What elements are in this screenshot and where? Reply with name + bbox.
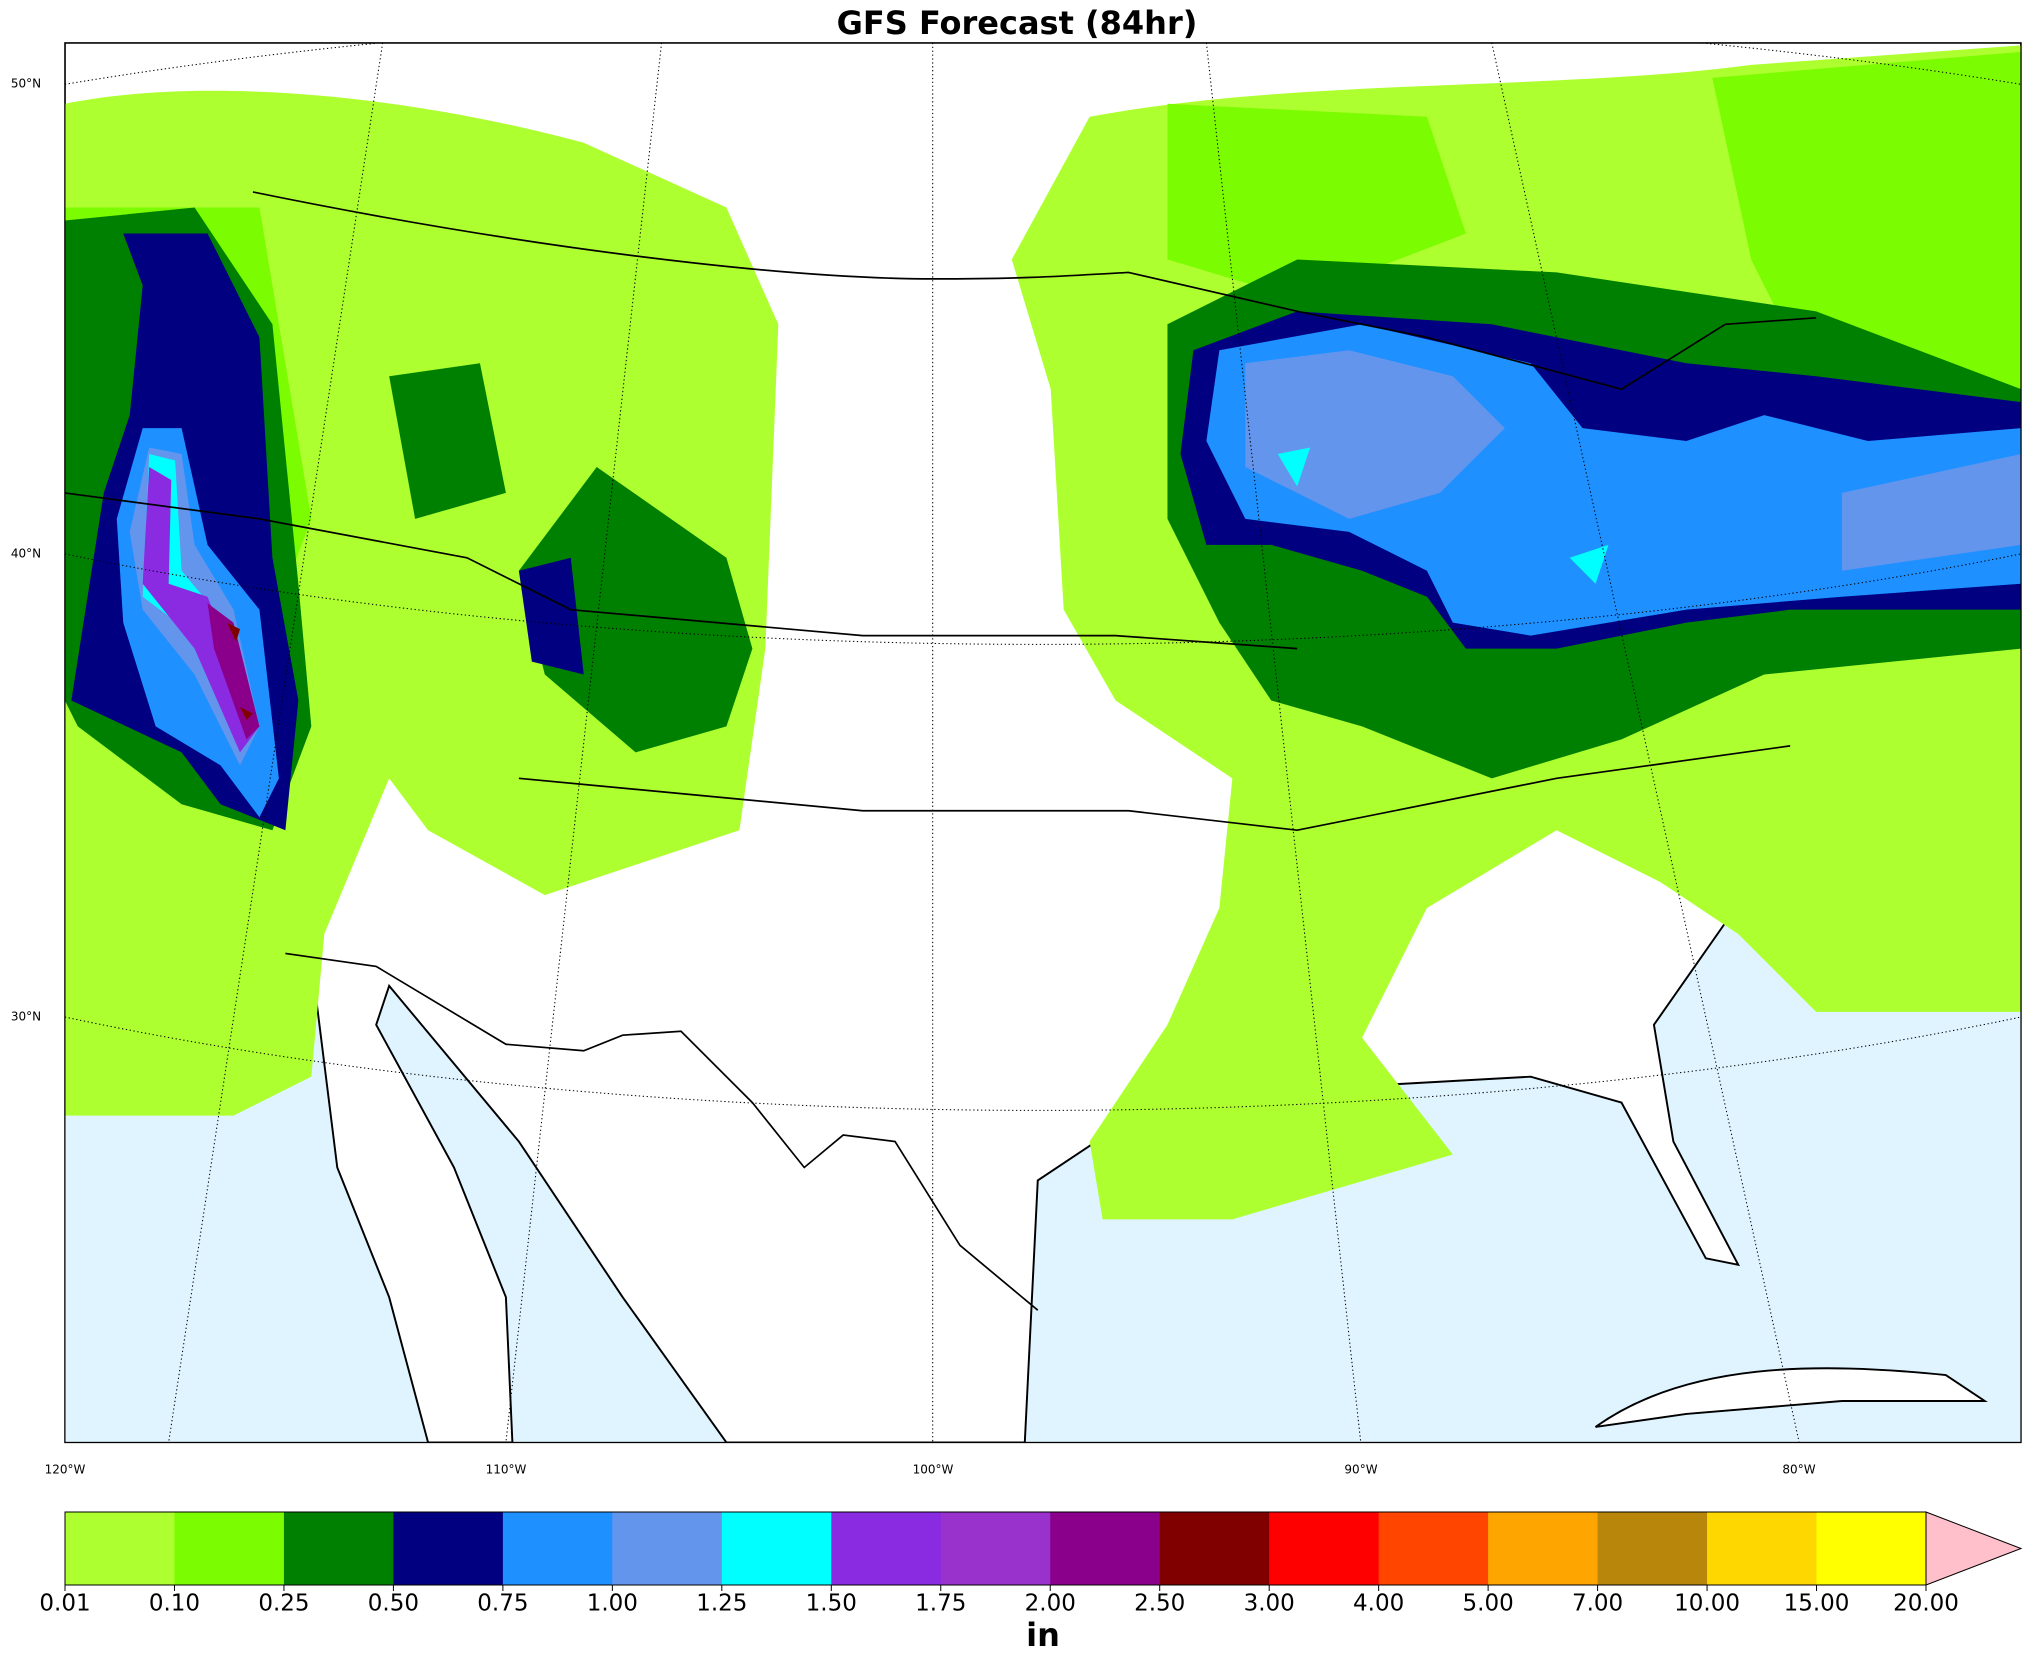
colorbar-segment [940,1512,1051,1585]
colorbar-frame [64,1511,1927,1586]
colorbar-tick-label: 1.75 [915,1591,966,1617]
colorbar-label: in [1026,1616,1060,1654]
precip-area [518,466,753,753]
colorbar-segment [1816,1512,1927,1585]
colorbar-segment [1378,1512,1489,1585]
colorbar-segment [174,1512,285,1585]
colorbar-tick-label: 3.00 [1244,1591,1295,1617]
colorbar-tick-label: 1.25 [696,1591,747,1617]
map [64,42,2022,1444]
colorbar-segment [1269,1512,1380,1585]
colorbar-tick-label: 10.00 [1674,1591,1740,1617]
precip-area [207,603,260,740]
colorbar-extend [1925,1511,2023,1586]
lon-label: 110°W [486,1463,527,1477]
colorbar-tick-label: 4.00 [1353,1591,1404,1617]
colorbar-segment [502,1512,613,1585]
colorbar-tick-label: 1.50 [806,1591,857,1617]
lon-label: 120°W [45,1463,86,1477]
colorbar-tick-label: 0.01 [39,1591,90,1617]
precip-area [389,363,506,519]
colorbar-segment [283,1512,394,1585]
colorbar-tick-label: 7.00 [1572,1591,1623,1617]
precip-area [1167,103,1466,299]
colorbar: 0.01 0.10 0.25 0.50 0.75 1.00 1.25 1.50 1.75 2.00… [39,1511,2023,1617]
colorbar-segment [1597,1512,1708,1585]
borders [64,191,1817,1311]
colorbar-tick-label: 2.00 [1025,1591,1076,1617]
colorbar-tick-label: 0.50 [368,1591,419,1617]
lon-label: 80°W [1782,1463,1815,1477]
lon-label: 100°W [913,1463,954,1477]
colorbar-tick-label: 20.00 [1893,1591,1959,1617]
precip-area [1277,447,1311,487]
colorbar-segment [1159,1512,1270,1585]
graticule [64,42,2022,1443]
precip-area [1569,544,1609,584]
colorbar-tick-label: 15.00 [1784,1591,1850,1617]
colorbar-segment [393,1512,504,1585]
precip-area [1712,51,2022,390]
colorbar-segment [831,1512,942,1585]
colorbar-tick-label: 0.75 [477,1591,528,1617]
colorbar-tick-label: 0.25 [258,1591,309,1617]
colorbar-segment [1488,1512,1599,1585]
precip-area [1245,350,1505,519]
colorbar-segment [721,1512,832,1585]
colorbar-segment [612,1512,723,1585]
precip-area [1842,454,2022,571]
lat-label: 40°N [11,547,41,561]
colorbar-tick-label: 0.10 [149,1591,200,1617]
precipitation [64,45,2022,1220]
colorbar-segment [65,1512,175,1585]
colorbar-tick-label: 1.00 [587,1591,638,1617]
map-frame [64,42,2022,1444]
land [1594,1367,1988,1428]
precip-area [518,557,584,675]
colorbar-tick-label: 5.00 [1463,1591,1514,1617]
lat-label: 30°N [11,1010,41,1024]
colorbar-tick-label: 2.50 [1134,1591,1185,1617]
colorbar-segment [1707,1512,1818,1585]
colorbar-segment [1050,1512,1161,1585]
lat-label: 50°N [11,77,41,91]
precip-area [227,622,240,643]
lon-label: 90°W [1344,1463,1377,1477]
map-title: GFS Forecast (84hr) [837,4,1198,42]
precip-area [239,706,253,720]
